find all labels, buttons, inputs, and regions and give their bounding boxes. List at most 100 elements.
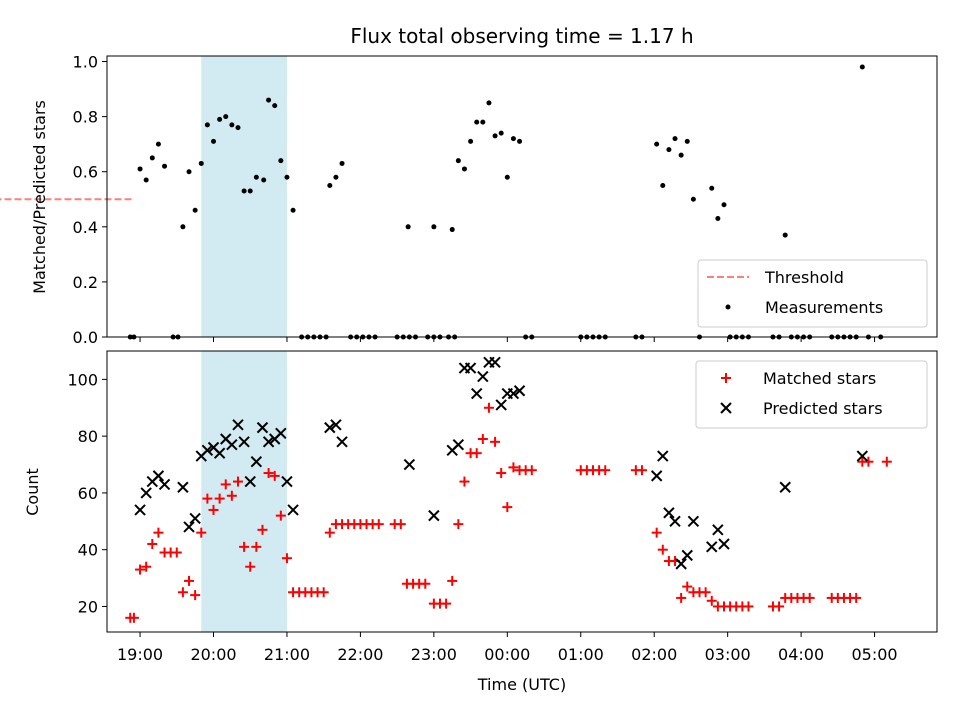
matched-star-point [508, 462, 519, 473]
predicted-star-point [281, 475, 293, 488]
cross-stroke-b [256, 421, 269, 434]
matched-star-point [232, 476, 243, 487]
ratio-legend: Threshold Measurements [697, 259, 928, 328]
cross-stroke-b [464, 362, 477, 374]
matched-star-point [657, 544, 668, 555]
matched-star-point [281, 553, 292, 564]
predicted-star-point [428, 509, 440, 522]
predicted-star-point [213, 447, 226, 459]
predicted-star-point [477, 370, 489, 383]
matched-star-point [774, 601, 785, 612]
x-tick-label: 23:00 [411, 645, 457, 664]
cross-stroke-b [152, 470, 165, 482]
predicted-star-point [256, 421, 269, 434]
cross-stroke-b [262, 436, 275, 448]
matched-star-point [257, 524, 268, 535]
cross-stroke-b [687, 515, 700, 528]
measurement-point [709, 185, 715, 191]
measurement-point [192, 207, 198, 213]
matched-star-point [184, 575, 195, 586]
measurement-point [654, 141, 660, 147]
predicted-star-point [675, 558, 687, 570]
x-tick-label: 04:00 [778, 645, 824, 664]
x-tick-label: 22:00 [337, 645, 383, 664]
predicted-star-point [140, 487, 152, 499]
matched-star-point [147, 539, 158, 550]
measurement-point [327, 182, 333, 188]
matched-star-point [128, 612, 139, 623]
cross-stroke-b [189, 512, 201, 525]
cross-stroke-b [720, 402, 732, 414]
ratio-panel: 0.0 0.2 0.4 0.6 0.8 1.0 Flux total observing … [0, 24, 938, 347]
measurement-point [290, 207, 296, 213]
cross-stroke-b [134, 504, 146, 516]
measurement-point [517, 138, 523, 144]
cross-stroke-b [403, 458, 416, 471]
cross-stroke-b [250, 455, 263, 468]
predicted-star-point [262, 436, 275, 448]
count-y-tick-label: 40 [78, 541, 98, 560]
count-y-tick-label: 100 [67, 370, 98, 389]
measurement-point [235, 125, 241, 131]
predicted-star-point [336, 436, 348, 448]
cross-stroke-b [452, 438, 465, 451]
matched-star-point [651, 527, 662, 538]
cross-stroke-b [275, 427, 287, 440]
matched-star-point [453, 519, 464, 530]
measurement-point [284, 174, 290, 180]
matched-star-point [251, 541, 262, 552]
count-y-axis-label: Count [23, 468, 42, 516]
matched-star-point [395, 519, 406, 530]
cross-stroke-b [232, 419, 244, 431]
cross-stroke-b [207, 441, 220, 454]
cross-stroke-b [324, 421, 336, 434]
legend-measurements-label: Measurements [765, 298, 883, 317]
measurement-point [261, 177, 267, 183]
cross-stroke-b [513, 385, 526, 397]
measurement-point [672, 136, 678, 142]
count-y-axis-ticks: 20 40 60 80 100 [67, 370, 107, 616]
cross-stroke-b [336, 436, 348, 448]
cross-stroke-b [220, 433, 232, 445]
measurement-point [449, 227, 455, 233]
measurement-point [333, 174, 339, 180]
measurement-point [405, 224, 411, 230]
predicted-star-point [238, 436, 250, 448]
predicted-star-point [495, 399, 507, 411]
matched-star-point [153, 527, 164, 538]
x-tick-label: 03:00 [705, 645, 751, 664]
cross-stroke-b [330, 419, 342, 431]
matched-star-point [226, 490, 237, 501]
predicted-star-point [779, 481, 791, 493]
measurement-point [217, 116, 223, 122]
measurement-point [223, 114, 229, 120]
predicted-star-point [201, 444, 214, 457]
matched-star-point [441, 598, 452, 609]
measurement-point [162, 163, 168, 169]
matched-star-point [202, 493, 213, 504]
ratio-y-tick-label: 0.0 [73, 328, 98, 347]
measurement-point [498, 130, 504, 136]
matched-star-point [190, 590, 201, 601]
measurement-point [180, 224, 186, 230]
matched-star-point [483, 402, 494, 413]
matched-star-point [196, 527, 207, 538]
measurement-point [186, 169, 192, 175]
ratio-panel-frame [106, 55, 938, 338]
cross-stroke-b [470, 387, 483, 400]
ratio-y-tick-label: 0.4 [73, 218, 98, 237]
ratio-y-axis-label: Matched/Predicted stars [30, 100, 49, 294]
matched-star-point [324, 527, 335, 538]
cross-stroke-b [856, 450, 869, 462]
predicted-star-point [687, 515, 700, 528]
measurements-series [127, 64, 884, 340]
matched-star-point [490, 436, 501, 447]
measurement-point [678, 152, 684, 158]
predicted-star-point [244, 475, 256, 488]
cross-stroke-b [489, 356, 501, 369]
chart-title: Flux total observing time = 1.17 h [350, 24, 693, 48]
predicted-star-point [712, 524, 724, 536]
cross-stroke-b [183, 521, 195, 533]
ratio-y-tick-label: 0.6 [73, 163, 98, 182]
x-axis-label: Time (UTC) [477, 675, 566, 694]
